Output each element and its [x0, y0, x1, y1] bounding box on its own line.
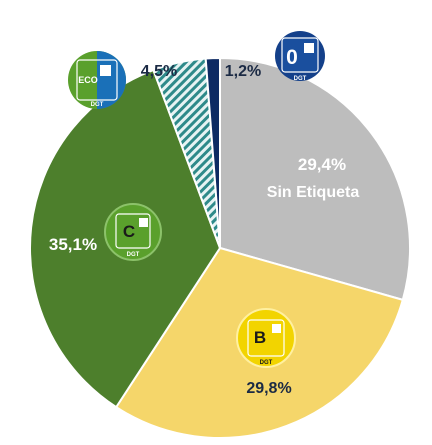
- c-badge-brand: DGT: [127, 252, 140, 258]
- b-badge-letter: B: [254, 328, 266, 347]
- c-badge-qr-icon: [139, 218, 148, 227]
- slice-value-b: 29,8%: [246, 380, 291, 397]
- zero-badge-letter: 0: [286, 46, 298, 69]
- eco-badge: ECO DGT: [68, 51, 126, 109]
- slice-value-eco: 4,5%: [141, 63, 177, 80]
- c-badge-card: [115, 213, 151, 249]
- b-badge-card: [247, 319, 285, 357]
- b-badge: B DGT: [236, 308, 296, 368]
- c-badge-letter: C: [123, 222, 135, 241]
- eco-badge-qr-icon: [100, 65, 111, 76]
- b-badge-qr-icon: [272, 324, 281, 333]
- pie-slice-sin-etiqueta: [219, 56, 411, 302]
- pie-slice-0: [204, 56, 221, 249]
- b-badge-brand: DGT: [260, 360, 273, 366]
- zero-badge-brand: DGT: [294, 76, 307, 82]
- c-badge: C DGT: [104, 203, 162, 261]
- slice-value-c: 35,1%: [49, 235, 97, 254]
- eco-badge-brand: DGT: [91, 102, 104, 108]
- eco-badge-letter: ECO: [78, 75, 98, 85]
- eco-badge-card: [76, 59, 118, 101]
- b-badge-circle: [236, 308, 296, 368]
- slice-label-sin-etiqueta: Sin Etiqueta: [267, 184, 360, 201]
- slice-value-zero: 1,2%: [225, 63, 261, 80]
- zero-badge-qr-icon: [304, 43, 314, 53]
- slice-value-sin-etiqueta: 29,4%: [298, 155, 346, 174]
- zero-emissions-badge: 0 DGT: [275, 31, 325, 82]
